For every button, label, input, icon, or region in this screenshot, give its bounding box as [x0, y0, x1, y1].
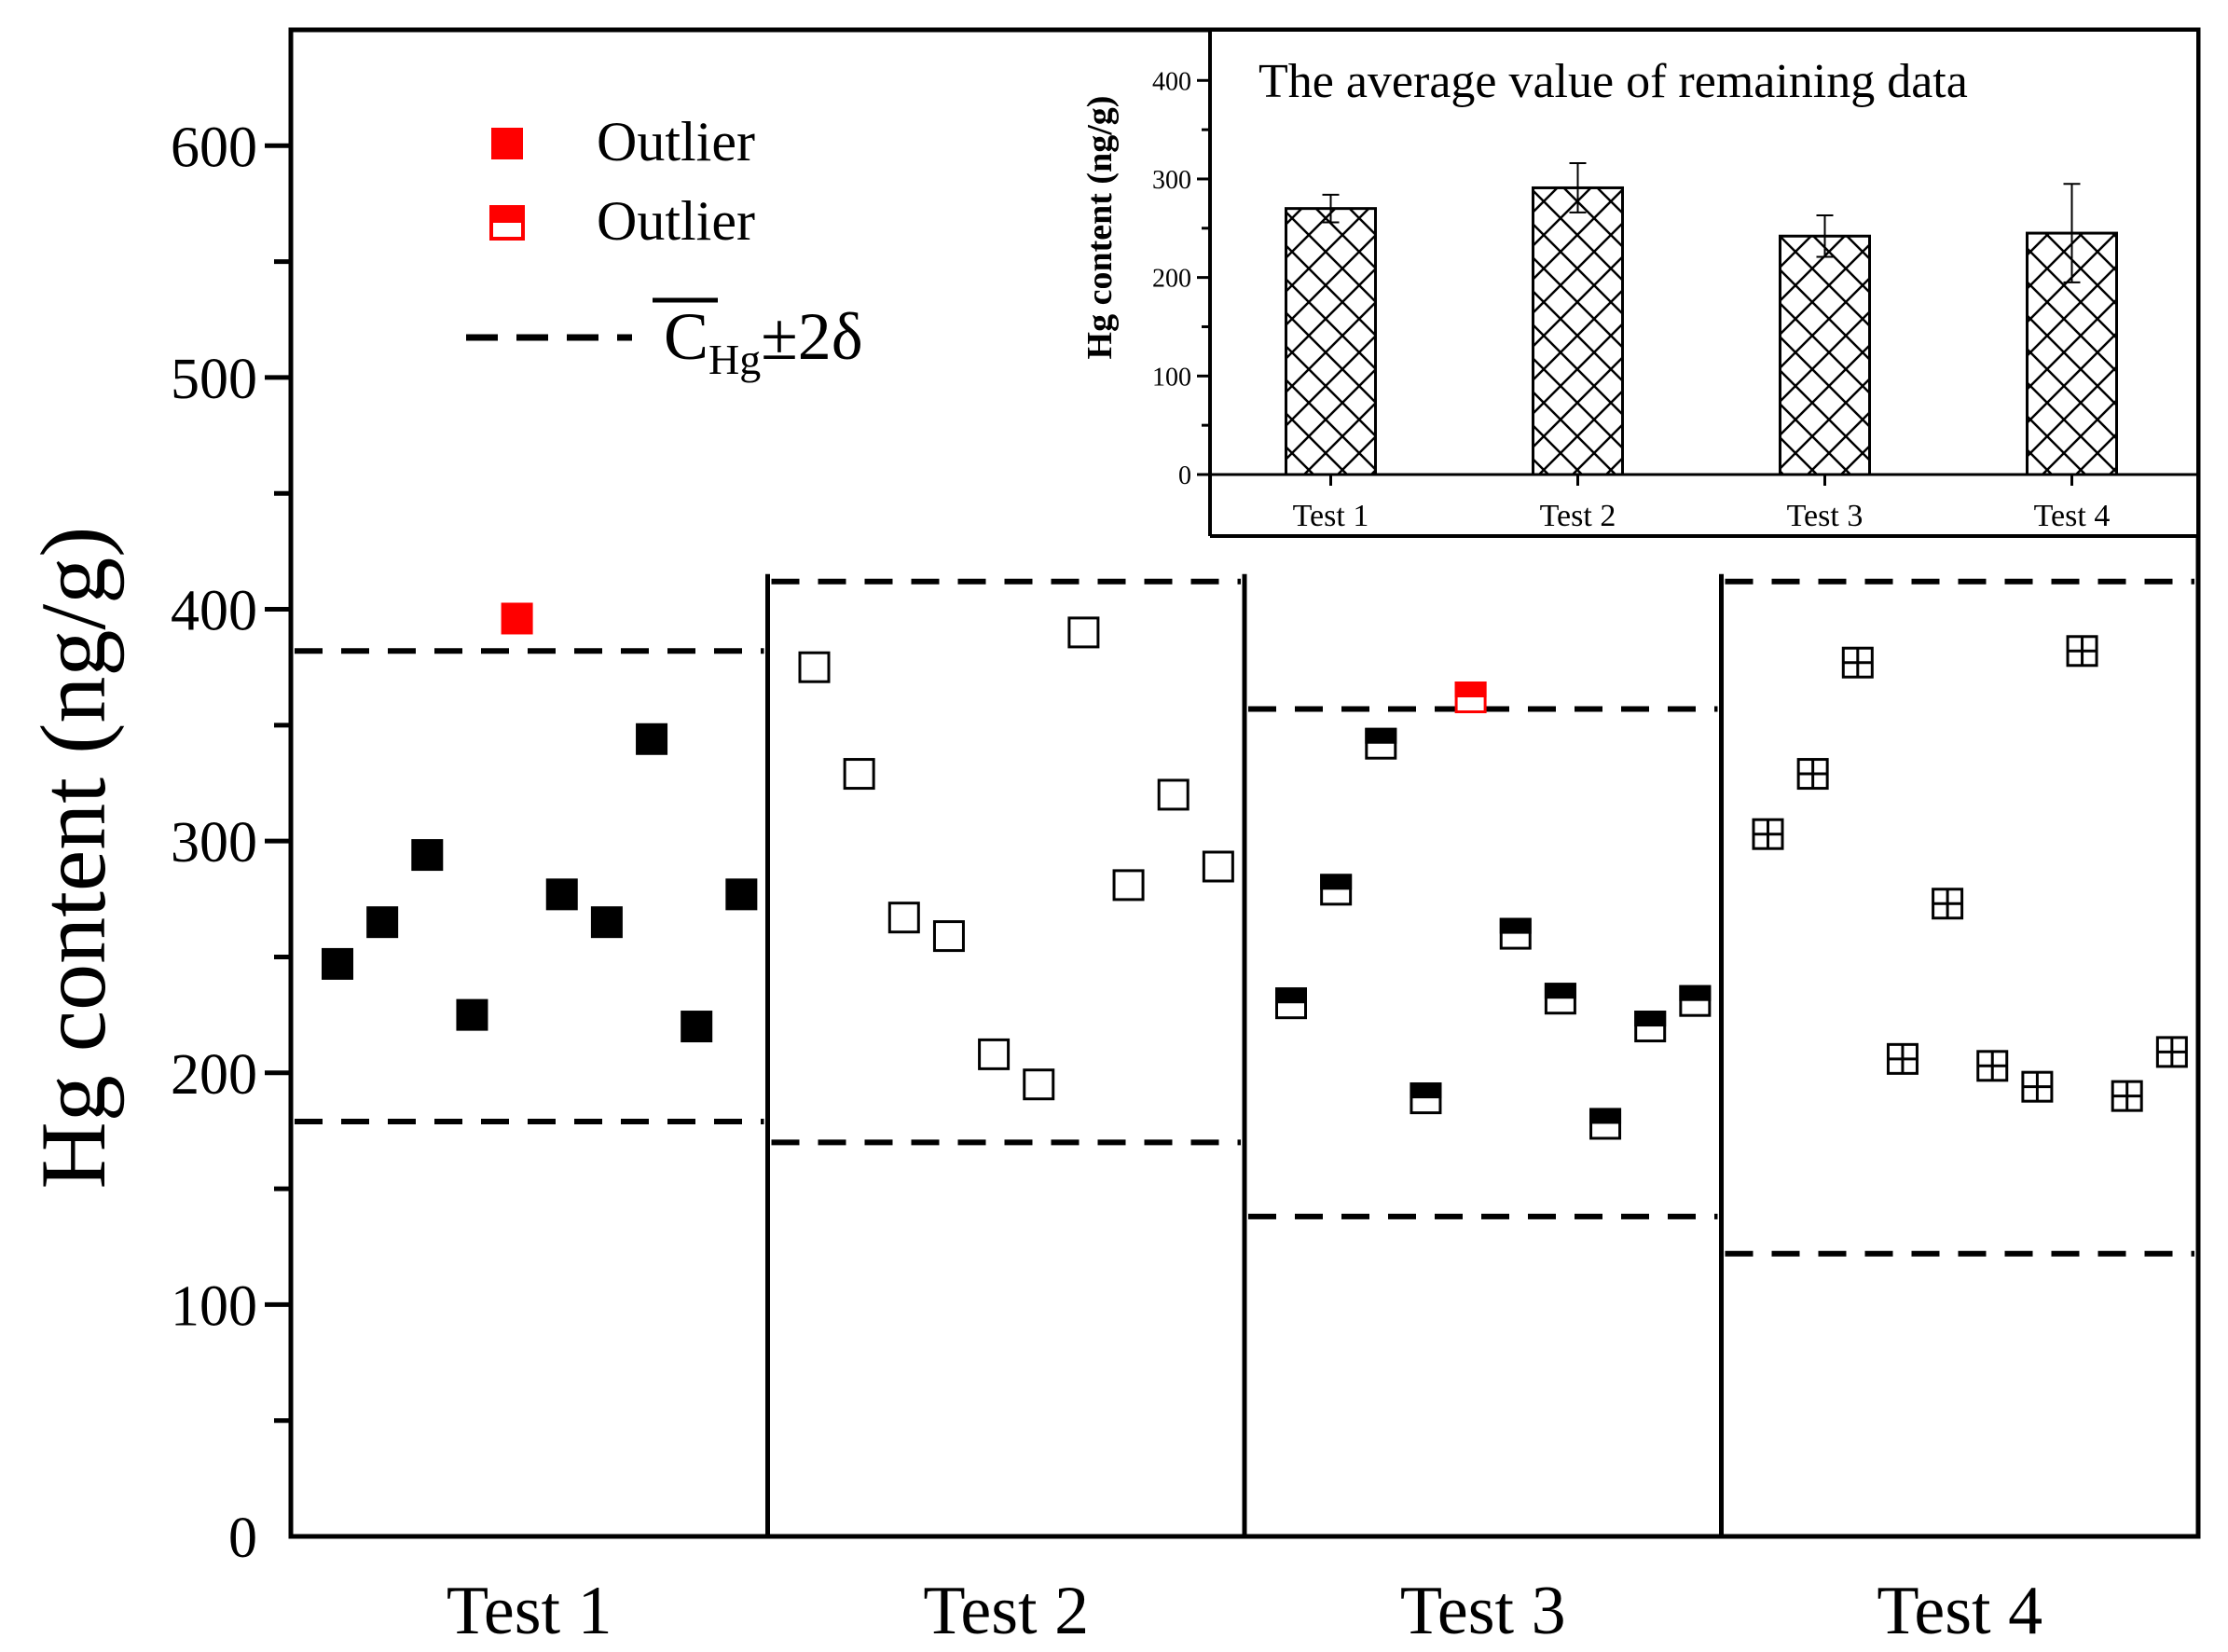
x-category-label: Test 2	[923, 1573, 1089, 1649]
data-point	[1499, 917, 1532, 950]
data-point	[2066, 635, 2098, 668]
data-point	[1796, 758, 1829, 791]
legend-label-bounds-tail: ±2δ	[761, 299, 862, 374]
data-point	[725, 878, 758, 911]
data-point	[1067, 616, 1100, 649]
inset-y-axis: 0 100 200 300 400	[1152, 32, 1212, 490]
inset-y-tick-label: 400	[1152, 67, 1191, 96]
inset-chart: 0 100 200 300 400 Test 1 Test 2 Test 3 Test 4 T…	[1080, 32, 2198, 538]
data-point	[1544, 983, 1576, 1015]
x-category-label: Test 3	[1400, 1573, 1566, 1649]
y-tick-label: 100	[171, 1274, 257, 1338]
data-points	[322, 602, 2188, 1140]
data-point	[2155, 1036, 2188, 1068]
y-tick-label: 500	[171, 348, 257, 411]
main-y-axis: 0 100 200 300 400 500 600	[171, 116, 291, 1570]
panel-2: Test 2	[765, 573, 1241, 1649]
data-point	[681, 1011, 713, 1043]
data-point	[1365, 727, 1397, 760]
y-tick-label: 0	[228, 1507, 257, 1570]
inset-bar	[1532, 186, 1624, 476]
data-point	[798, 651, 831, 683]
inset-bar	[1285, 207, 1377, 476]
x-category-label: Test 4	[1877, 1573, 2042, 1649]
inset-y-axis-label: Hg content (ng/g)	[1080, 96, 1120, 360]
inset-error-bar	[2063, 183, 2081, 283]
data-point	[366, 906, 399, 939]
inset-y-tick-label: 300	[1152, 166, 1191, 195]
data-point	[1679, 984, 1712, 1017]
inset-x-tick-label: Test 4	[2034, 499, 2111, 533]
data-point	[843, 758, 875, 791]
data-point	[1320, 874, 1353, 906]
data-point	[978, 1038, 1011, 1070]
data-point	[1157, 778, 1190, 811]
legend-label-outlier-filled: Outlier	[597, 111, 755, 172]
panel-4: Test 4	[1719, 573, 2194, 1649]
inset-error-bar	[1816, 214, 1834, 258]
data-point	[1976, 1050, 2009, 1082]
test-panels: Test 1 Test 2 Test 3 Test 4	[295, 573, 2194, 1649]
inset-bars: Test 1 Test 2 Test 3 Test 4	[1285, 162, 2118, 533]
inset-title: The average value of remaining data	[1258, 55, 1968, 108]
x-category-label: Test 1	[447, 1573, 612, 1649]
data-point	[1634, 1011, 1667, 1043]
data-point	[1202, 850, 1234, 883]
data-point	[1023, 1068, 1055, 1101]
y-tick-label: 300	[171, 811, 257, 874]
legend-marker-outlier-half	[489, 205, 525, 241]
outlier-point	[1454, 681, 1487, 714]
data-point	[411, 839, 444, 872]
inset-x-tick-label: Test 2	[1540, 499, 1616, 533]
data-point	[887, 902, 920, 934]
legend-marker-outlier-filled	[491, 128, 523, 159]
data-point	[2021, 1070, 2054, 1103]
inset-y-tick-label: 0	[1178, 461, 1191, 490]
data-point	[1752, 818, 1784, 850]
inset-bar	[1779, 234, 1871, 476]
data-point	[1841, 646, 1874, 679]
inset-y-tick-label: 100	[1152, 363, 1191, 392]
data-point	[932, 920, 965, 953]
data-point	[636, 723, 668, 755]
data-point	[1275, 987, 1307, 1020]
data-point	[545, 878, 578, 911]
inset-x-tick-label: Test 1	[1293, 499, 1369, 533]
main-y-axis-label: Hg content (ng/g)	[21, 527, 125, 1190]
y-tick-label: 600	[171, 116, 257, 179]
data-point	[322, 947, 353, 980]
outlier-point	[501, 602, 533, 635]
panel-3: Test 3	[1242, 573, 1718, 1649]
y-tick-label: 400	[171, 580, 257, 643]
inset-error-bar	[1322, 193, 1340, 224]
legend-label-bounds-sub: Hg	[708, 336, 761, 383]
legend: Outlier Outlier CHg±2δ	[466, 111, 863, 383]
inset-error-bar	[1569, 162, 1587, 213]
data-point	[1589, 1108, 1622, 1140]
data-point	[1410, 1082, 1442, 1115]
y-tick-label: 200	[171, 1043, 257, 1107]
inset-x-tick-label: Test 3	[1787, 499, 1864, 533]
data-point	[1886, 1042, 1919, 1075]
data-point	[590, 906, 623, 939]
legend-label-outlier-half: Outlier	[597, 190, 755, 252]
data-point	[1112, 869, 1145, 902]
legend-label-bounds: CHg±2δ	[664, 299, 863, 383]
data-point	[456, 998, 488, 1031]
data-point	[1932, 888, 1964, 920]
inset-y-tick-label: 200	[1152, 265, 1191, 294]
panel-1: Test 1	[295, 648, 764, 1649]
data-point	[2111, 1080, 2143, 1112]
